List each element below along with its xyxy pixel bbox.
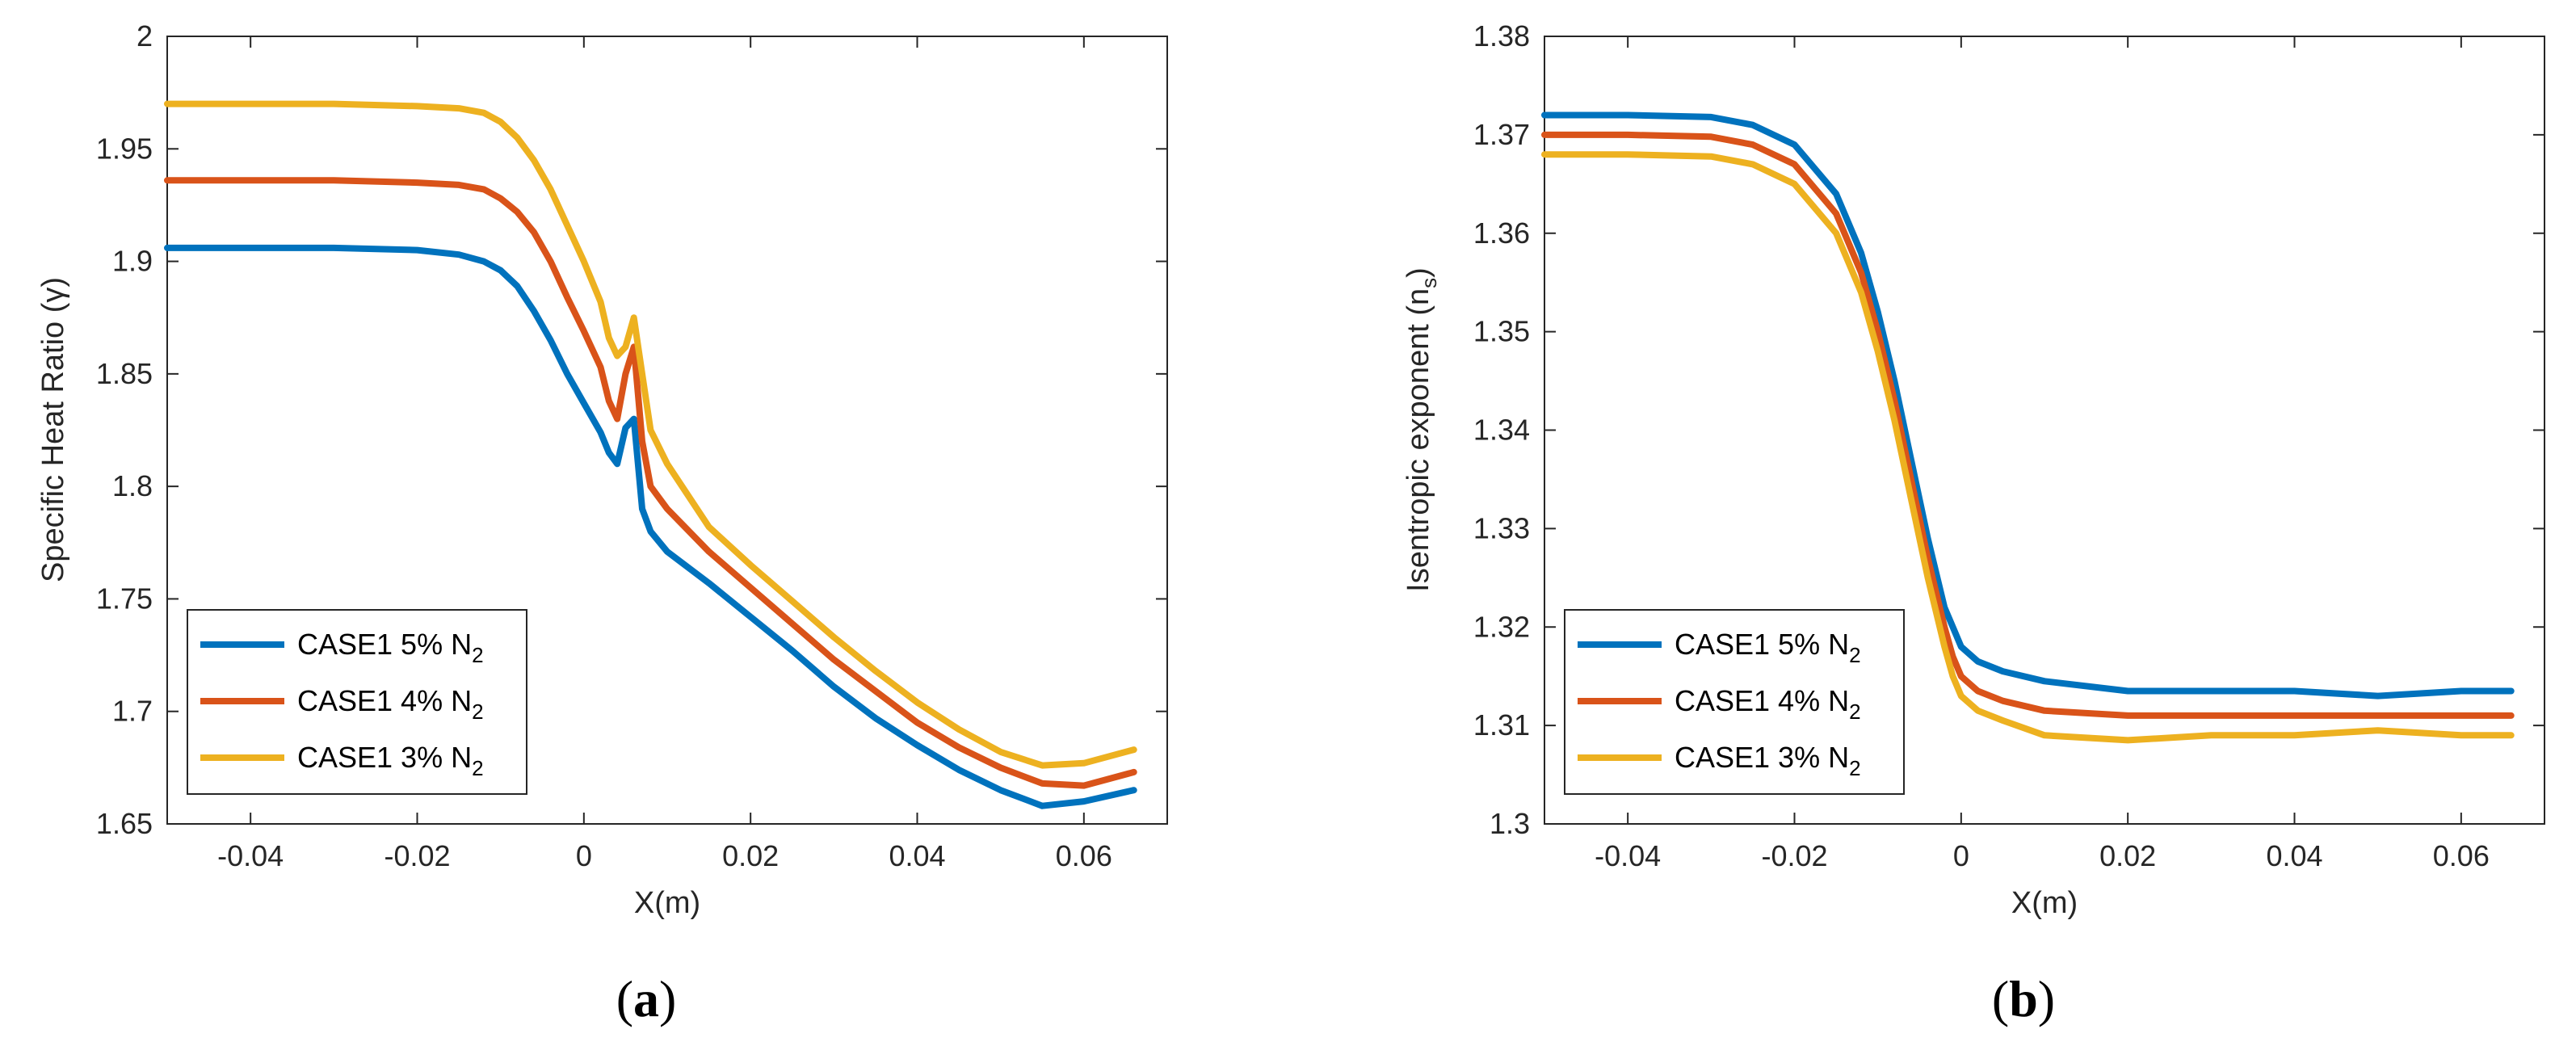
series-line-b-2	[1541, 151, 2515, 744]
y-tick-label: 2	[137, 19, 153, 53]
legend-label-sub-a-1: 2	[472, 700, 483, 724]
panel-b: 1.3 1.31 1.32 1.33 1.34 1.35 1.36 1.37 1.38 -0.0…	[1401, 19, 2545, 1027]
legend-b: CASE1 5% N2 CASE1 4% N2 CASE1 3% N2	[1564, 609, 1905, 795]
y-axis-label-b: Isentropic exponent (ns)	[1401, 267, 1441, 592]
y-tick-label: 1.36	[1473, 216, 1530, 250]
legend-label-sub-a-0: 2	[472, 643, 483, 667]
y-tick-label: 1.38	[1473, 19, 1530, 53]
x-tick-label: 0.04	[889, 839, 945, 872]
legend-label-sub-b-2: 2	[1849, 756, 1860, 780]
y-ticks-a: 1.65 1.7 1.75 1.8 1.85 1.9 1.95 2	[96, 19, 1167, 840]
y-tick-label: 1.3	[1490, 807, 1530, 840]
legend-label-b-0: CASE1 5% N2	[1675, 628, 1861, 667]
x-tick-label: 0.06	[2433, 839, 2490, 872]
series-line-b-0	[1541, 111, 2515, 700]
y-tick-label: 1.75	[96, 582, 153, 615]
y-tick-label: 1.32	[1473, 610, 1530, 643]
x-tick-label: 0.02	[722, 839, 779, 872]
y-tick-label: 1.34	[1473, 414, 1530, 447]
series-line-a-2	[164, 100, 1137, 769]
y-tick-label: 1.9	[112, 245, 153, 278]
y-tick-label: 1.85	[96, 357, 153, 390]
legend-label-a-1: CASE1 4% N2	[297, 684, 484, 724]
y-tick-label: 1.7	[112, 695, 153, 728]
y-axis-label-a: Specific Heat Ratio (γ)	[36, 277, 70, 582]
x-tick-label: 0	[576, 839, 592, 872]
legend-label-b-1: CASE1 4% N2	[1675, 684, 1861, 724]
y-tick-label: 1.31	[1473, 708, 1530, 742]
y-tick-label: 1.65	[96, 807, 153, 840]
y-tick-label: 1.33	[1473, 511, 1530, 544]
x-tick-label: 0	[1953, 839, 1969, 872]
x-tick-label: 0.04	[2266, 839, 2322, 872]
series-lines-b	[1541, 111, 2515, 744]
legend-label-a-0: CASE1 5% N2	[297, 628, 484, 667]
caption-a: (a)	[616, 970, 677, 1027]
x-tick-label: 0.06	[1056, 839, 1112, 872]
legend-label-sub-a-2: 2	[472, 756, 483, 780]
legend-label-main-a-2: CASE1 3% N	[297, 741, 472, 774]
panel-a: 1.65 1.7 1.75 1.8 1.85 1.9 1.95 2 -0.04 -0.02 0 0.…	[36, 19, 1168, 1027]
x-axis-label-a: X(m)	[634, 886, 700, 920]
legend-label-main-b-2: CASE1 3% N	[1675, 741, 1849, 774]
x-ticks-b: -0.04 -0.02 0 0.02 0.04 0.06	[1595, 36, 2490, 872]
y-axis-label-b-main: Isentropic exponent (n	[1401, 288, 1435, 592]
y-ticks-b: 1.3 1.31 1.32 1.33 1.34 1.35 1.36 1.37 1.38	[1473, 19, 2544, 840]
series-line-b-1	[1541, 131, 2515, 719]
legend-label-sub-b-1: 2	[1849, 700, 1860, 724]
legend-label-a-2: CASE1 3% N2	[297, 741, 484, 780]
y-tick-label: 1.37	[1473, 118, 1530, 151]
y-tick-label: 1.95	[96, 132, 153, 165]
legend-label-sub-b-0: 2	[1849, 643, 1860, 667]
y-tick-label: 1.8	[112, 469, 153, 502]
legend-label-main-a-1: CASE1 4% N	[297, 684, 472, 717]
series-line-a-0	[164, 244, 1137, 809]
y-axis-label-b-sub: s	[1417, 278, 1441, 288]
x-tick-label: -0.02	[384, 839, 450, 872]
x-axis-label-b: X(m)	[2011, 886, 2078, 920]
x-tick-label: -0.02	[1761, 839, 1827, 872]
legend-label-main-a-0: CASE1 5% N	[297, 628, 472, 661]
legend-label-main-b-0: CASE1 5% N	[1675, 628, 1849, 661]
legend-a: CASE1 5% N2 CASE1 4% N2 CASE1 3% N2	[187, 609, 527, 795]
legend-label-main-b-1: CASE1 4% N	[1675, 684, 1849, 717]
x-tick-label: -0.04	[217, 839, 284, 872]
y-tick-label: 1.35	[1473, 315, 1530, 348]
x-tick-label: 0.02	[2099, 839, 2156, 872]
series-lines-a	[164, 100, 1137, 809]
x-ticks-a: -0.04 -0.02 0 0.02 0.04 0.06	[217, 36, 1112, 872]
x-tick-label: -0.04	[1595, 839, 1661, 872]
caption-b: (b)	[1992, 970, 2055, 1027]
caption-letter-b: b	[2009, 970, 2038, 1027]
legend-label-b-2: CASE1 3% N2	[1675, 741, 1861, 780]
series-line-a-1	[164, 177, 1137, 789]
caption-letter-a: a	[633, 970, 659, 1027]
y-axis-label-b-close: )	[1401, 267, 1435, 278]
